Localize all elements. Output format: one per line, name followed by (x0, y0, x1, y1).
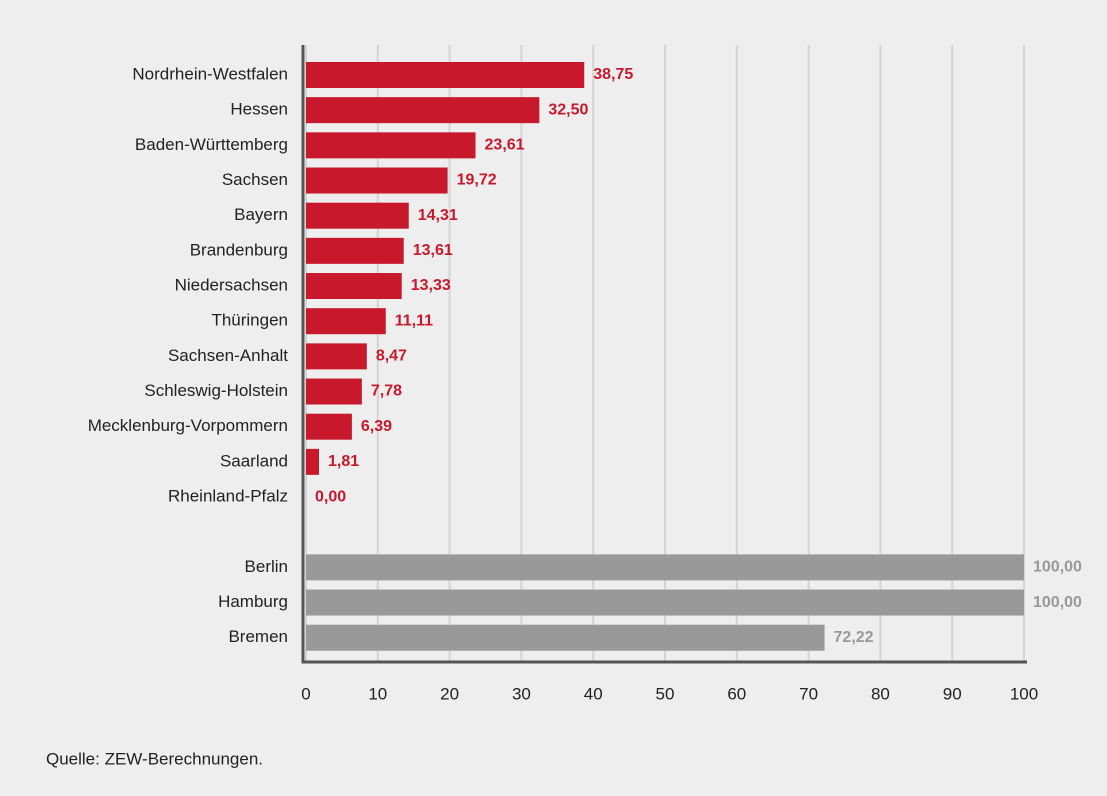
y-tick-label: Baden-Württemberg (135, 135, 288, 154)
y-tick-label: Sachsen (222, 170, 288, 189)
value-label: 23,61 (485, 137, 525, 154)
value-label: 11,11 (395, 312, 433, 329)
y-tick-label: Bayern (234, 205, 288, 224)
y-tick-label: Thüringen (211, 311, 288, 330)
value-label: 19,72 (457, 172, 497, 189)
bar (306, 273, 402, 300)
bar (306, 97, 540, 124)
x-tick-label: 10 (368, 684, 387, 703)
x-tick-label: 90 (943, 684, 962, 703)
bar (306, 308, 386, 335)
value-label: 14,31 (418, 207, 458, 224)
bar (306, 343, 367, 370)
value-label: 6,39 (361, 418, 392, 435)
value-label: 13,61 (413, 242, 453, 259)
x-tick-label: 30 (512, 684, 531, 703)
value-label: 100,00 (1033, 594, 1082, 611)
value-label: 13,33 (411, 277, 451, 294)
bar (306, 237, 404, 264)
bar (306, 132, 476, 159)
bar (306, 413, 352, 440)
bar (306, 624, 825, 651)
bar (306, 378, 362, 405)
y-tick-label: Hessen (230, 100, 288, 119)
bar (306, 589, 1024, 616)
bar (306, 554, 1024, 581)
value-label: 0,00 (315, 488, 346, 505)
x-tick-label: 70 (799, 684, 818, 703)
x-tick-label: 20 (440, 684, 459, 703)
value-label: 72,22 (834, 629, 874, 646)
value-label: 8,47 (376, 348, 407, 365)
y-tick-label: Berlin (245, 557, 288, 576)
value-label: 38,75 (593, 66, 633, 83)
y-tick-label: Brandenburg (190, 240, 288, 259)
y-tick-label: Hamburg (218, 592, 288, 611)
y-tick-label: Schleswig-Holstein (144, 381, 288, 400)
x-tick-label: 100 (1010, 684, 1038, 703)
x-tick-label: 0 (301, 684, 310, 703)
value-label: 7,78 (371, 383, 402, 400)
source-note: Quelle: ZEW-Berechnungen. (46, 749, 263, 768)
bar (306, 448, 319, 475)
y-tick-label: Saarland (220, 451, 288, 470)
bar (306, 202, 409, 229)
x-tick-label: 40 (584, 684, 603, 703)
y-tick-label: Sachsen-Anhalt (168, 346, 288, 365)
y-tick-label: Rheinland-Pfalz (168, 487, 288, 506)
x-tick-label: 80 (871, 684, 890, 703)
bar (306, 62, 585, 88)
value-label: 1,81 (328, 453, 359, 470)
value-label: 100,00 (1033, 559, 1082, 576)
value-label: 32,50 (548, 101, 588, 118)
y-tick-label: Bremen (228, 627, 288, 646)
y-tick-label: Mecklenburg-Vorpommern (88, 416, 288, 435)
x-tick-label: 50 (656, 684, 675, 703)
bar (306, 167, 448, 194)
x-tick-label: 60 (727, 684, 746, 703)
y-tick-label: Niedersachsen (175, 276, 288, 295)
y-tick-label: Nordrhein-Westfalen (132, 64, 288, 83)
